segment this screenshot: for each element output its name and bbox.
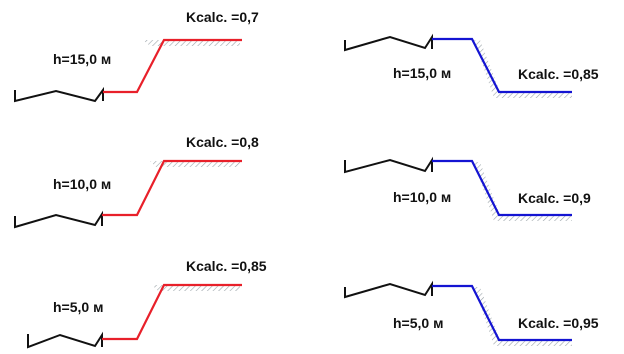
natural-ground-line [344, 156, 433, 174]
embankment-profile [103, 38, 242, 94]
height-label: h=15,0 м [393, 65, 451, 81]
fill-section-h10: h=10,0 м Kcalc. =0,8 [14, 134, 259, 229]
cut-profile [432, 159, 572, 217]
height-label: h=10,0 м [393, 189, 451, 205]
natural-ground-line [344, 33, 433, 52]
slope-hatch [150, 161, 240, 167]
height-label: h=5,0 м [393, 315, 443, 331]
safety-factor-label: Kcalc. =0,95 [518, 315, 599, 331]
height-label: h=5,0 м [53, 299, 103, 315]
safety-factor-label: Kcalc. =0,85 [186, 258, 267, 274]
safety-factor-label: Kcalc. =0,7 [186, 9, 259, 25]
embankment-profile [102, 159, 242, 217]
cut-profile [432, 37, 572, 94]
fill-section-h5: h=5,0 м Kcalc. =0,85 [27, 258, 267, 349]
safety-factor-label: Kcalc. =0,85 [518, 66, 599, 82]
safety-factor-label: Kcalc. =0,9 [518, 190, 591, 206]
cut-section-h10: h=10,0 м Kcalc. =0,9 [344, 156, 591, 221]
natural-ground-line [27, 331, 103, 349]
height-label: h=10,0 м [53, 176, 111, 192]
cut-profile [432, 284, 572, 342]
natural-ground-line [14, 86, 104, 103]
safety-factor-label: Kcalc. =0,8 [186, 134, 259, 150]
height-label: h=15,0 м [53, 51, 111, 67]
embankment-profile [102, 283, 242, 341]
natural-ground-line [14, 210, 103, 229]
natural-ground-line [344, 280, 433, 299]
cut-section-h15: h=15,0 м Kcalc. =0,85 [344, 33, 599, 98]
fill-section-h15: h=15,0 м Kcalc. =0,7 [14, 9, 259, 103]
cut-section-h5: h=5,0 м Kcalc. =0,95 [344, 280, 599, 346]
slope-hatch [152, 285, 240, 291]
slope-hatch [143, 40, 240, 46]
